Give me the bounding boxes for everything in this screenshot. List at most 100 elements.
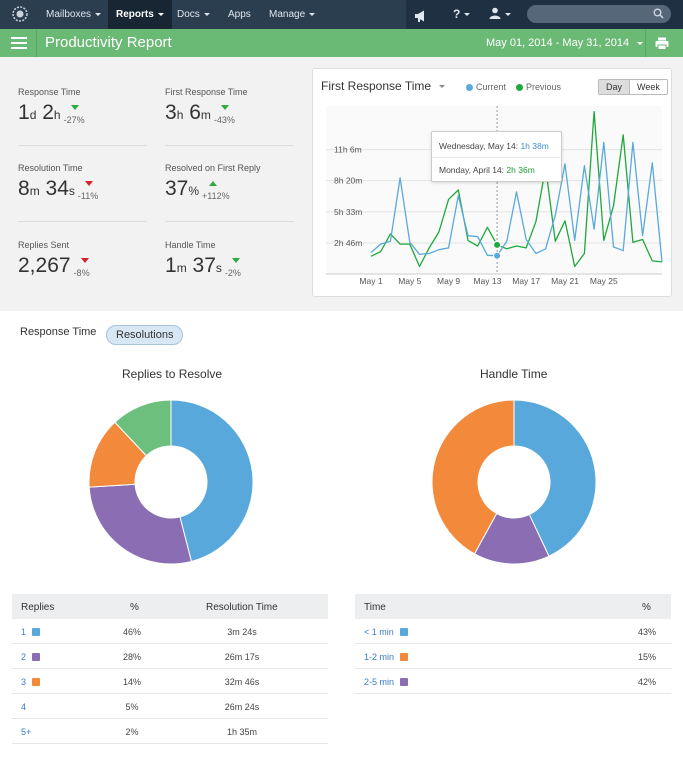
legend-current[interactable]: Current [466,82,506,92]
granularity-toggle: Day Week [598,79,668,95]
x-tick-label: May 9 [437,276,460,286]
stat-number: 37 [186,254,216,277]
stat-value: 8m 34s -11% [18,177,98,201]
donut-slice-1[interactable] [170,400,254,563]
time-bucket-cell-text: 1-2 min [364,652,395,662]
hamburger-menu-icon[interactable] [11,37,27,49]
tab-response-time[interactable]: Response Time [20,326,97,338]
account-menu[interactable] [489,5,511,23]
divider [165,221,294,222]
y-tick-label: 8h 20m [334,176,362,186]
hover-point-previous[interactable] [493,240,502,249]
resolution-time-cell: 1h 35m [207,727,277,737]
report-header-bar: Productivity Report May 01, 2014 - May 3… [0,29,683,57]
donut-slice-2-5-min[interactable] [513,400,597,557]
stat-delta-value: -8% [73,268,90,278]
stat-label: Handle Time [165,240,216,250]
table-row: 2 28% 26m 17s [12,644,328,669]
donut-slice-2[interactable] [88,483,193,565]
arrow-down-icon [80,258,89,263]
arrow-down-icon [84,181,93,186]
stat-delta: -11% [78,181,98,201]
logo-icon[interactable] [10,4,30,24]
replies-cell[interactable]: 4 [21,702,26,712]
chevron-down-icon [505,13,511,17]
percent-cell: 42% [627,677,667,687]
stat-label: Resolution Time [18,163,83,173]
stat-label: First Response Time [165,87,248,97]
stat-delta: -8% [73,258,90,278]
donut-slice-4[interactable] [114,400,172,457]
chart-title-dropdown[interactable]: First Response Time [321,79,446,93]
handle-donut-chart [431,400,597,565]
first-response-chart-card: First Response Time Current Previous Day… [312,68,672,297]
replies-cell[interactable]: 3 [21,677,41,687]
percent-cell-text: 43% [637,627,656,637]
arrow-down-icon [70,105,79,110]
series-line-current[interactable] [370,141,663,262]
column-header: Replies [21,602,55,613]
color-swatch [32,678,41,686]
percent-cell: 46% [112,627,152,637]
search-input[interactable] [527,5,671,23]
divider [36,29,37,57]
toggle-day[interactable]: Day [599,80,631,94]
megaphone-icon[interactable] [414,7,428,25]
stat-number: 1 [165,254,177,277]
replies-cell[interactable]: 2 [21,652,41,662]
table-row: 4 5% 26m 24s [12,694,328,719]
chevron-down-icon [464,13,471,17]
time-bucket-cell[interactable]: < 1 min [364,627,408,637]
time-bucket-cell[interactable]: 1-2 min [364,652,409,662]
resolution-time-cell: 26m 24s [207,702,277,712]
nav-apps[interactable]: Apps [220,0,259,29]
nav-docs-label: Docs [177,9,200,20]
resolution-time-cell-text: 26m 24s [224,702,260,712]
stat-label: Response Time [18,87,81,97]
hover-point-current[interactable] [493,251,502,260]
chevron-down-icon [439,85,446,89]
nav-reports-label: Reports [116,9,154,20]
resolution-time-cell-text: 1h 35m [226,727,258,737]
tooltip-label: Monday, April 14: [439,165,505,175]
percent-cell-text: 15% [637,652,656,662]
chart-title: First Response Time [321,79,432,93]
nav-manage[interactable]: Manage [261,0,323,29]
help-menu[interactable]: ? [453,5,471,23]
time-bucket-cell-text: < 1 min [364,627,394,637]
replies-table: Replies % Resolution Time 1 46% 3m 24s 2 28%… [12,594,328,744]
nav-docs[interactable]: Docs [169,0,218,29]
table-row: 5+ 2% 1h 35m [12,719,328,744]
stat-card: Response Time 1d 2h -27% [18,87,85,125]
donut-slice-1-min[interactable] [431,400,515,555]
nav-mailboxes[interactable]: Mailboxes [38,0,109,29]
toggle-week[interactable]: Week [630,80,667,94]
percent-cell: 28% [112,652,152,662]
series-line-previous[interactable] [370,110,663,268]
donut-title-replies: Replies to Resolve [122,367,223,381]
nav-apps-label: Apps [228,9,251,20]
stat-label: Replies Sent [18,240,70,250]
resolution-time-cell-text: 26m 17s [224,652,260,662]
legend-dot [466,84,473,91]
legend-previous[interactable]: Previous [516,82,561,92]
replies-cell-text: 2 [21,652,27,662]
replies-cell[interactable]: 5+ [21,727,31,737]
nav-reports[interactable]: Reports [108,0,172,29]
percent-cell: 15% [627,652,667,662]
divider [18,221,147,222]
chevron-down-icon [157,12,164,16]
resolution-time-cell: 3m 24s [207,627,277,637]
replies-cell[interactable]: 1 [21,627,41,637]
color-swatch [400,678,409,686]
date-range-picker[interactable]: May 01, 2014 - May 31, 2014 [486,37,644,49]
tab-resolutions[interactable]: Resolutions [106,325,184,345]
stat-card: Resolution Time 8m 34s -11% [18,163,98,201]
print-icon[interactable] [655,37,669,50]
percent-cell-text: 28% [122,652,141,662]
table-row: 3 14% 32m 46s [12,669,328,694]
stat-unit: s [68,184,75,198]
stat-number: 6 [183,101,201,124]
chevron-down-icon [203,12,210,16]
time-bucket-cell[interactable]: 2-5 min [364,677,409,687]
